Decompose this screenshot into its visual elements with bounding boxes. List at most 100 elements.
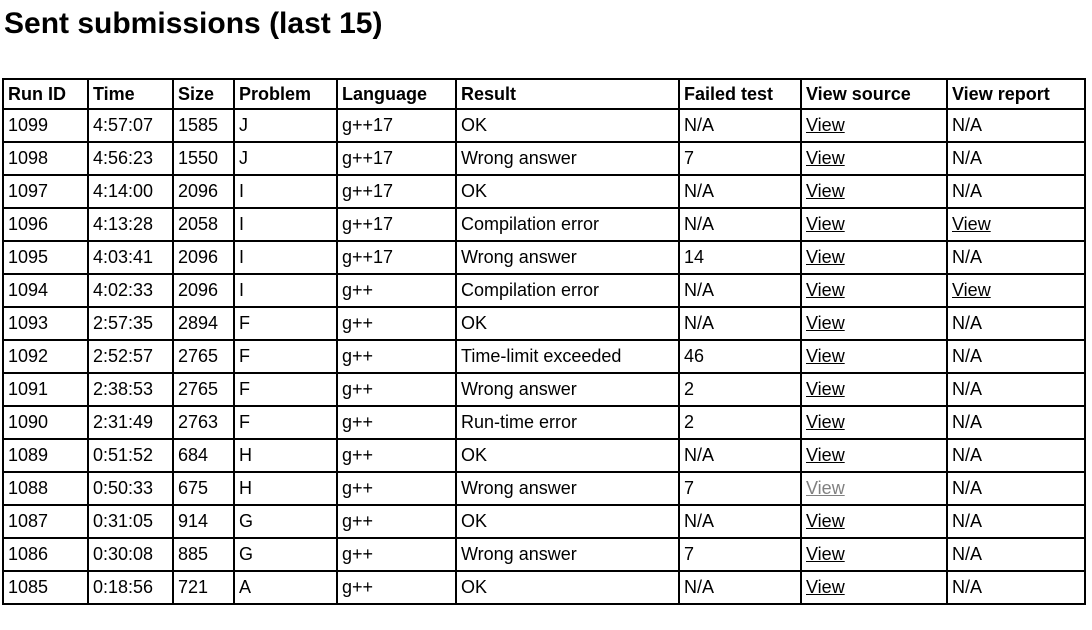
result-cell: OK	[455, 570, 680, 605]
run-id-cell: 1096	[2, 207, 89, 242]
failed-test-cell: N/A	[678, 174, 802, 209]
run-id-cell: 1086	[2, 537, 89, 572]
table-row: 1089 0:51:52 684 H g++ OK N/A View N/A	[2, 438, 1086, 473]
result-cell: Wrong answer	[455, 372, 680, 407]
view-report-cell: N/A	[946, 174, 1086, 209]
view-source-link[interactable]: View	[806, 412, 845, 432]
view-report-cell: N/A	[946, 339, 1086, 374]
view-source-cell: View	[800, 504, 948, 539]
failed-test-cell: N/A	[678, 570, 802, 605]
failed-test-cell: 7	[678, 141, 802, 176]
view-report-cell: N/A	[946, 240, 1086, 275]
run-id-cell: 1088	[2, 471, 89, 506]
view-report-cell: N/A	[946, 537, 1086, 572]
language-cell: g++17	[336, 174, 457, 209]
size-cell: 885	[172, 537, 235, 572]
problem-cell: I	[233, 174, 338, 209]
view-source-link[interactable]: View	[806, 577, 845, 597]
language-cell: g++17	[336, 141, 457, 176]
problem-cell: J	[233, 141, 338, 176]
view-source-cell: View	[800, 537, 948, 572]
result-cell: OK	[455, 108, 680, 143]
view-source-cell: View	[800, 339, 948, 374]
run-id-cell: 1087	[2, 504, 89, 539]
table-row: 1092 2:52:57 2765 F g++ Time-limit excee…	[2, 339, 1086, 374]
failed-test-cell: 46	[678, 339, 802, 374]
table-row: 1095 4:03:41 2096 I g++17 Wrong answer 1…	[2, 240, 1086, 275]
run-id-cell: 1093	[2, 306, 89, 341]
view-source-link[interactable]: View	[806, 478, 845, 498]
view-source-cell: View	[800, 405, 948, 440]
run-id-cell: 1090	[2, 405, 89, 440]
view-source-link[interactable]: View	[806, 544, 845, 564]
table-row: 1088 0:50:33 675 H g++ Wrong answer 7 Vi…	[2, 471, 1086, 506]
table-row: 1099 4:57:07 1585 J g++17 OK N/A View N/…	[2, 108, 1086, 143]
problem-cell: A	[233, 570, 338, 605]
problem-cell: F	[233, 405, 338, 440]
view-source-link[interactable]: View	[806, 280, 845, 300]
view-source-link[interactable]: View	[806, 346, 845, 366]
col-header-result: Result	[455, 78, 680, 110]
time-cell: 2:31:49	[87, 405, 174, 440]
view-source-link[interactable]: View	[806, 247, 845, 267]
problem-cell: F	[233, 372, 338, 407]
problem-cell: I	[233, 273, 338, 308]
language-cell: g++	[336, 339, 457, 374]
run-id-cell: 1085	[2, 570, 89, 605]
problem-cell: G	[233, 504, 338, 539]
table-row: 1097 4:14:00 2096 I g++17 OK N/A View N/…	[2, 174, 1086, 209]
col-header-size: Size	[172, 78, 235, 110]
size-cell: 2763	[172, 405, 235, 440]
result-cell: Wrong answer	[455, 240, 680, 275]
run-id-cell: 1095	[2, 240, 89, 275]
failed-test-cell: 14	[678, 240, 802, 275]
problem-cell: J	[233, 108, 338, 143]
view-source-link[interactable]: View	[806, 445, 845, 465]
time-cell: 0:18:56	[87, 570, 174, 605]
failed-test-cell: N/A	[678, 273, 802, 308]
failed-test-cell: 2	[678, 372, 802, 407]
result-cell: Time-limit exceeded	[455, 339, 680, 374]
col-header-time: Time	[87, 78, 174, 110]
view-source-link[interactable]: View	[806, 379, 845, 399]
view-source-link[interactable]: View	[806, 313, 845, 333]
view-source-cell: View	[800, 273, 948, 308]
result-cell: Wrong answer	[455, 537, 680, 572]
col-header-problem: Problem	[233, 78, 338, 110]
view-source-cell: View	[800, 207, 948, 242]
time-cell: 4:03:41	[87, 240, 174, 275]
view-source-cell: View	[800, 471, 948, 506]
time-cell: 0:30:08	[87, 537, 174, 572]
col-header-run-id: Run ID	[2, 78, 89, 110]
table-row: 1086 0:30:08 885 G g++ Wrong answer 7 Vi…	[2, 537, 1086, 572]
size-cell: 2096	[172, 240, 235, 275]
size-cell: 684	[172, 438, 235, 473]
view-report-link[interactable]: View	[952, 280, 991, 300]
size-cell: 675	[172, 471, 235, 506]
view-source-link[interactable]: View	[806, 148, 845, 168]
time-cell: 4:13:28	[87, 207, 174, 242]
time-cell: 4:14:00	[87, 174, 174, 209]
view-source-cell: View	[800, 240, 948, 275]
run-id-cell: 1099	[2, 108, 89, 143]
view-source-link[interactable]: View	[806, 115, 845, 135]
view-source-link[interactable]: View	[806, 181, 845, 201]
view-report-cell: N/A	[946, 438, 1086, 473]
page-title: Sent submissions (last 15)	[4, 7, 383, 40]
problem-cell: I	[233, 207, 338, 242]
time-cell: 4:02:33	[87, 273, 174, 308]
failed-test-cell: 2	[678, 405, 802, 440]
view-report-cell: N/A	[946, 108, 1086, 143]
view-report-cell: N/A	[946, 141, 1086, 176]
language-cell: g++	[336, 537, 457, 572]
time-cell: 0:50:33	[87, 471, 174, 506]
result-cell: Wrong answer	[455, 141, 680, 176]
language-cell: g++	[336, 504, 457, 539]
view-source-link[interactable]: View	[806, 511, 845, 531]
language-cell: g++17	[336, 108, 457, 143]
view-report-cell: N/A	[946, 372, 1086, 407]
run-id-cell: 1094	[2, 273, 89, 308]
table-row: 1091 2:38:53 2765 F g++ Wrong answer 2 V…	[2, 372, 1086, 407]
view-source-link[interactable]: View	[806, 214, 845, 234]
view-report-link[interactable]: View	[952, 214, 991, 234]
